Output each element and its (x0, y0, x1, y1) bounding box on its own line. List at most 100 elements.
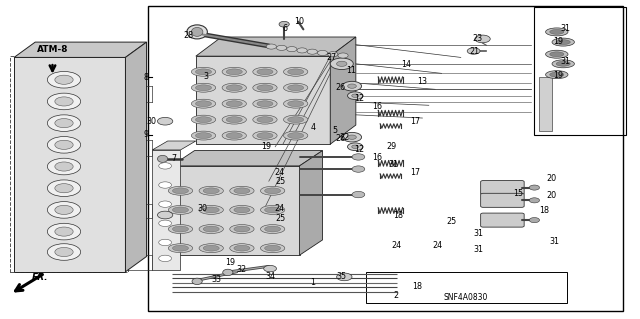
Polygon shape (172, 151, 323, 166)
Text: FR.: FR. (31, 273, 48, 282)
Text: 24: 24 (274, 204, 284, 213)
Circle shape (337, 61, 347, 66)
Circle shape (55, 248, 73, 256)
Text: 31: 31 (561, 24, 571, 33)
Ellipse shape (191, 67, 216, 76)
Polygon shape (300, 151, 323, 255)
Polygon shape (196, 56, 330, 144)
Ellipse shape (168, 205, 193, 214)
FancyBboxPatch shape (481, 213, 524, 227)
Ellipse shape (204, 226, 219, 232)
Ellipse shape (227, 101, 243, 107)
Ellipse shape (545, 50, 568, 58)
Circle shape (55, 227, 73, 236)
Text: 26: 26 (335, 83, 346, 92)
Ellipse shape (223, 269, 233, 276)
Text: 17: 17 (410, 168, 420, 177)
Circle shape (467, 48, 480, 54)
Text: 33: 33 (211, 275, 221, 284)
Circle shape (330, 58, 353, 70)
Ellipse shape (196, 117, 211, 122)
Text: 15: 15 (513, 189, 524, 198)
Text: 30: 30 (146, 117, 156, 126)
Ellipse shape (265, 188, 280, 194)
Circle shape (55, 162, 73, 171)
Ellipse shape (227, 117, 243, 122)
Ellipse shape (253, 67, 277, 76)
Text: 24: 24 (392, 241, 402, 250)
Circle shape (157, 211, 173, 219)
Circle shape (338, 53, 348, 58)
Ellipse shape (199, 225, 223, 234)
Circle shape (159, 163, 172, 169)
Circle shape (352, 154, 365, 160)
Text: 23: 23 (472, 34, 483, 43)
Ellipse shape (196, 69, 211, 75)
Text: 20: 20 (547, 174, 557, 182)
Ellipse shape (230, 186, 254, 195)
Ellipse shape (199, 205, 223, 214)
Ellipse shape (552, 60, 575, 68)
Ellipse shape (196, 101, 211, 107)
Text: 13: 13 (417, 77, 428, 86)
Ellipse shape (556, 40, 570, 44)
Text: 24: 24 (274, 168, 284, 177)
Polygon shape (172, 166, 300, 255)
Ellipse shape (234, 207, 250, 213)
Ellipse shape (168, 244, 193, 253)
Ellipse shape (260, 225, 285, 234)
Ellipse shape (265, 207, 280, 213)
Text: 17: 17 (410, 117, 420, 126)
Ellipse shape (187, 25, 207, 39)
Text: 28: 28 (183, 31, 193, 40)
Circle shape (55, 140, 73, 149)
Text: 14: 14 (401, 60, 411, 69)
Circle shape (55, 75, 73, 84)
Circle shape (47, 115, 81, 131)
Ellipse shape (173, 188, 188, 194)
Circle shape (55, 97, 73, 106)
Circle shape (159, 239, 172, 246)
Ellipse shape (191, 131, 216, 140)
Circle shape (264, 265, 276, 272)
Bar (534, 7, 626, 135)
Text: 18: 18 (412, 282, 422, 291)
Polygon shape (196, 37, 356, 56)
Ellipse shape (230, 205, 254, 214)
Circle shape (297, 48, 307, 53)
Text: 31: 31 (474, 229, 484, 238)
Ellipse shape (257, 117, 273, 122)
Text: 10: 10 (294, 17, 305, 26)
Ellipse shape (257, 85, 273, 91)
Ellipse shape (222, 115, 246, 124)
Text: 4: 4 (311, 123, 316, 132)
Ellipse shape (284, 99, 308, 108)
Ellipse shape (222, 67, 246, 76)
Circle shape (287, 47, 297, 52)
Text: 11: 11 (346, 66, 356, 75)
Ellipse shape (288, 133, 304, 138)
Ellipse shape (288, 85, 304, 91)
Text: 32: 32 (237, 265, 247, 274)
Polygon shape (125, 42, 147, 272)
Ellipse shape (260, 205, 285, 214)
Ellipse shape (257, 101, 273, 107)
Ellipse shape (284, 115, 308, 124)
Ellipse shape (227, 85, 243, 91)
Polygon shape (14, 57, 125, 272)
Ellipse shape (222, 83, 246, 92)
Text: 12: 12 (355, 145, 365, 154)
Polygon shape (539, 77, 552, 131)
Circle shape (307, 49, 317, 54)
Text: 12: 12 (355, 94, 365, 103)
Ellipse shape (168, 186, 193, 195)
Text: 9: 9 (143, 130, 148, 139)
Ellipse shape (230, 225, 254, 234)
Text: 19: 19 (225, 258, 236, 267)
Circle shape (47, 180, 81, 197)
Circle shape (55, 205, 73, 214)
Circle shape (529, 198, 540, 203)
Ellipse shape (550, 72, 564, 77)
Text: 34: 34 (265, 272, 275, 281)
Circle shape (328, 52, 338, 57)
